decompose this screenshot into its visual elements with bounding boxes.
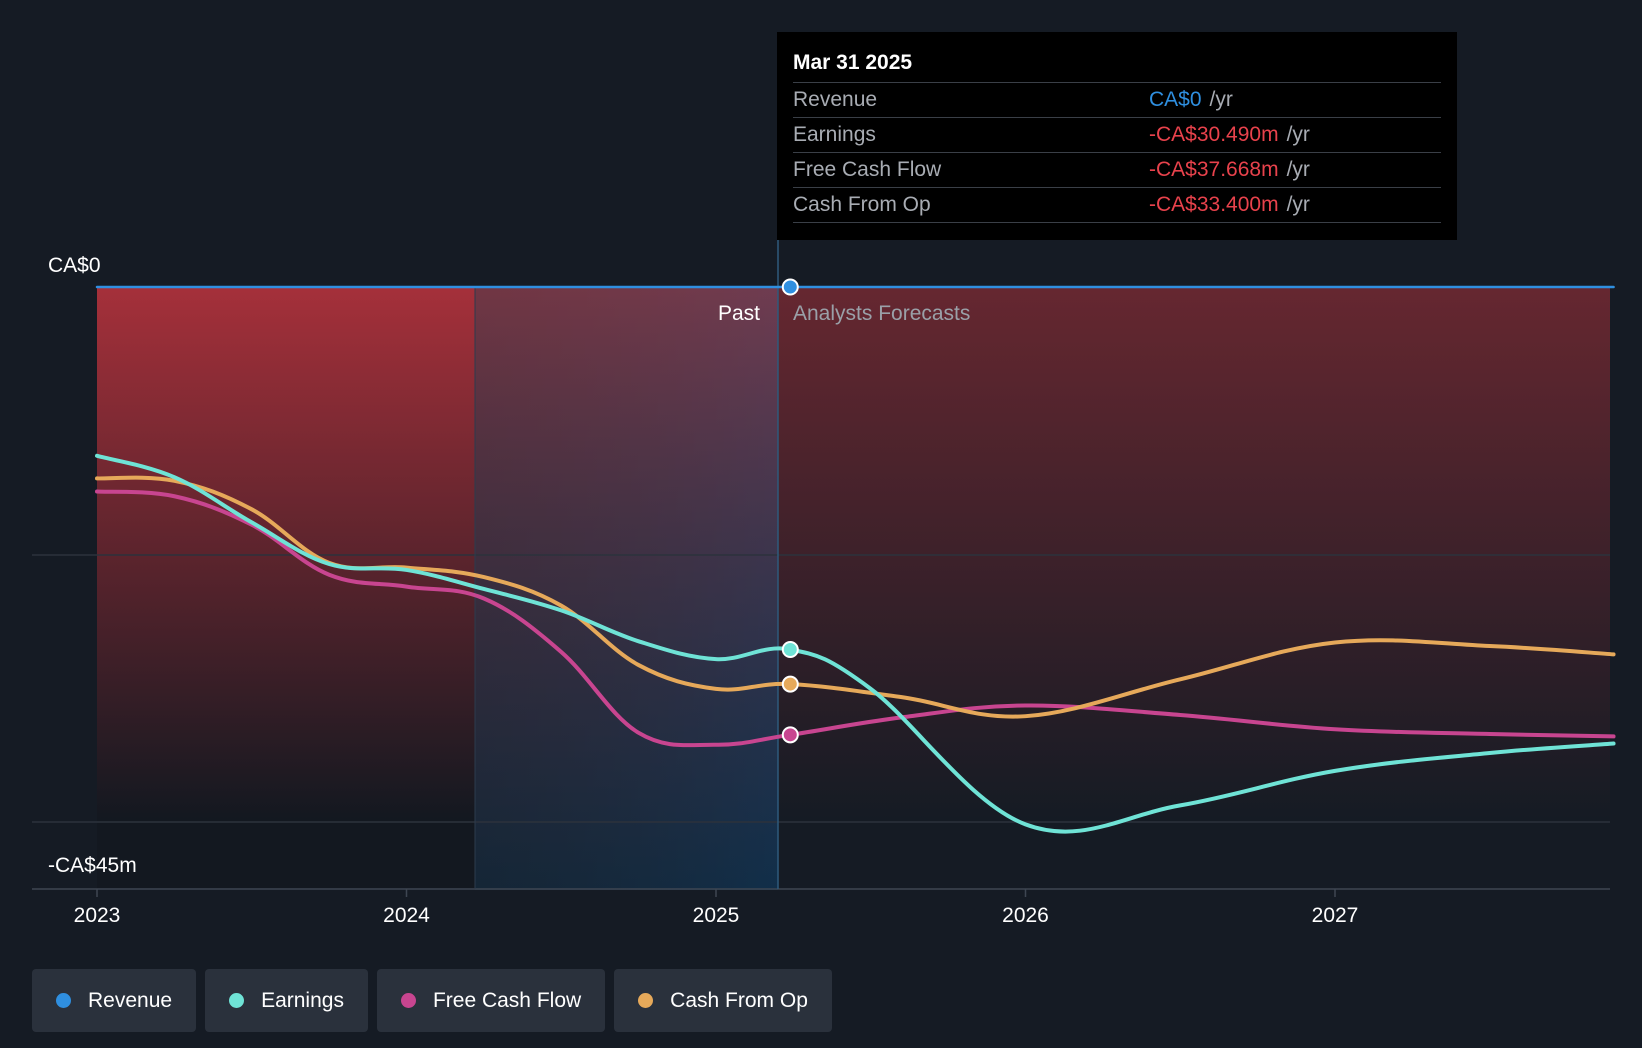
legend-dot-icon: [229, 993, 245, 1008]
legend-dot-icon: [638, 993, 654, 1008]
tooltip-row-name: Revenue: [793, 88, 878, 111]
tooltip-row-value: -CA$33.400m: [1149, 193, 1279, 216]
tooltip-row-earnings: Earnings -CA$30.490m /yr: [793, 117, 1441, 152]
legend-item-free-cash-flow[interactable]: Free Cash Flow: [376, 969, 606, 1032]
tooltip-row-name: Free Cash Flow: [793, 158, 942, 181]
x-tick-label: 2027: [1312, 904, 1359, 927]
legend-label: Earnings: [261, 988, 344, 1012]
tooltip-row-value: -CA$37.668m: [1149, 158, 1279, 181]
tooltip-row-unit: /yr: [1286, 123, 1310, 146]
tooltip-row-unit: /yr: [1286, 193, 1310, 216]
tooltip-row-free-cash-flow: Free Cash Flow -CA$37.668m /yr: [793, 152, 1441, 187]
marker-earnings[interactable]: [781, 640, 799, 658]
x-axis-ticks: 2023 2024 2025 2026 2027: [74, 889, 1359, 927]
tooltip-row-value: CA$0: [1149, 88, 1202, 111]
marker-cfo[interactable]: [781, 675, 799, 693]
legend-dot-icon: [400, 993, 416, 1008]
tooltip-row-cash-from-op: Cash From Op -CA$33.400m /yr: [793, 187, 1441, 223]
legend-item-revenue[interactable]: Revenue: [32, 969, 197, 1032]
background-layer: [97, 287, 1610, 890]
tooltip-row-revenue: Revenue CA$0 /yr: [793, 82, 1441, 117]
legend-label: Cash From Op: [670, 988, 808, 1012]
past-label: Past: [718, 302, 760, 325]
tooltip-row-unit: /yr: [1286, 158, 1310, 181]
forecast-label: Analysts Forecasts: [793, 302, 970, 325]
legend: Revenue Earnings Free Cash Flow Cash Fro…: [32, 969, 832, 1032]
x-tick-label: 2023: [74, 904, 121, 927]
series-line-earnings: [95, 453, 1616, 834]
forecast-red-area: [778, 287, 1610, 819]
tooltip-row-name: Earnings: [793, 123, 876, 146]
x-tick-label: 2024: [383, 904, 430, 927]
tooltip-row-unit: /yr: [1209, 88, 1233, 111]
legend-label: Revenue: [88, 988, 173, 1012]
tooltip: Mar 31 2025 Revenue CA$0 /yr Earnings -C…: [777, 32, 1457, 240]
x-tick-label: 2026: [1002, 904, 1049, 927]
y-label-top: CA$0: [48, 254, 101, 277]
y-label-bottom: -CA$45m: [48, 854, 137, 877]
legend-label: Free Cash Flow: [432, 988, 582, 1012]
legend-dot-icon: [56, 993, 71, 1008]
x-tick-label: 2025: [693, 904, 740, 927]
series-line-fcf: [95, 489, 1616, 748]
marker-layer: [781, 278, 799, 744]
series-line-cfo: [95, 475, 1616, 719]
legend-item-cash-from-op[interactable]: Cash From Op: [614, 969, 832, 1032]
legend-item-earnings[interactable]: Earnings: [205, 969, 368, 1032]
series-layer: [95, 285, 1616, 834]
tooltip-row-name: Cash From Op: [793, 193, 931, 216]
tooltip-date: Mar 31 2025: [793, 51, 913, 74]
past-red-area: [97, 287, 475, 819]
marker-revenue[interactable]: [781, 278, 799, 296]
marker-fcf[interactable]: [781, 726, 799, 744]
tooltip-row-value: -CA$30.490m: [1149, 123, 1279, 146]
